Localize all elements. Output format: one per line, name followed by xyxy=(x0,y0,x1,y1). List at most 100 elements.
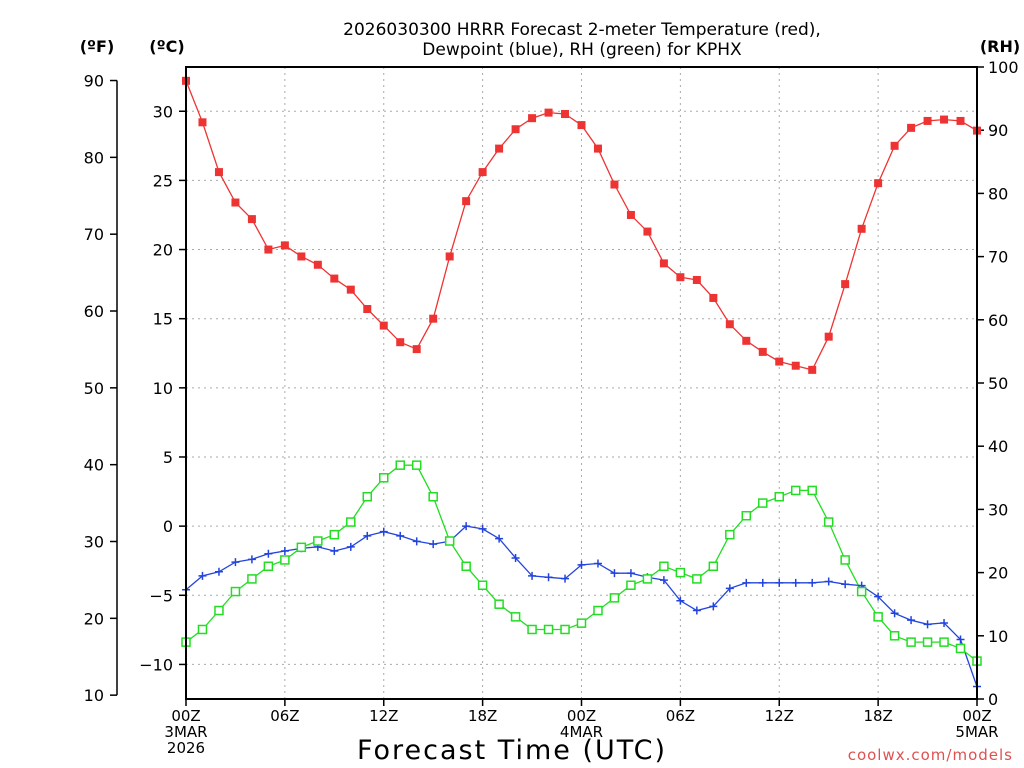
rh-tick-label: 50 xyxy=(988,374,1008,393)
temperature-point xyxy=(791,361,800,370)
fahrenheit-tick-label: 20 xyxy=(84,609,104,628)
rh-point xyxy=(461,561,471,572)
rh-point xyxy=(856,586,867,597)
dewpoint-point xyxy=(956,635,965,644)
temperature-point xyxy=(593,144,602,153)
rh-point xyxy=(379,473,389,483)
temperature-point xyxy=(956,116,965,125)
x-tick-label: 5MAR xyxy=(955,723,998,741)
credit-text: coolwx.com/models xyxy=(848,746,1013,764)
temperature-point xyxy=(231,198,240,207)
temperature-point xyxy=(940,115,949,124)
rh-point xyxy=(659,561,669,572)
rh-point xyxy=(444,536,455,546)
dewpoint-point xyxy=(330,547,339,556)
temperature-point xyxy=(396,338,405,347)
rh-point xyxy=(411,460,422,470)
rh-point xyxy=(263,561,274,572)
temperature-point xyxy=(445,252,454,261)
rh-point xyxy=(840,555,850,565)
fahrenheit-tick-label: 50 xyxy=(84,379,104,398)
temperature-point xyxy=(692,275,701,284)
rh-tick-label: 100 xyxy=(988,58,1019,77)
temperature-point xyxy=(429,314,438,323)
rh-point xyxy=(362,492,373,502)
rh-point xyxy=(543,624,554,635)
rh-point xyxy=(774,492,784,502)
temperature-point xyxy=(363,305,372,314)
rh-point xyxy=(247,574,257,584)
x-tick-label: 2026 xyxy=(167,739,205,757)
temperature-point xyxy=(561,110,570,119)
rh-point xyxy=(593,605,603,616)
x-tick-label: 00Z xyxy=(567,707,596,725)
markers xyxy=(181,76,982,691)
rh-tick-label: 0 xyxy=(988,690,998,709)
temperature-point xyxy=(462,197,471,206)
temperature-point xyxy=(676,273,685,282)
temperature-point xyxy=(297,252,306,261)
rh-point xyxy=(395,460,405,470)
rh-point xyxy=(329,529,340,540)
rh-point xyxy=(230,586,241,597)
rh-point xyxy=(428,492,438,502)
dewpoint-point xyxy=(841,580,850,589)
rh-point xyxy=(758,498,768,508)
celsius-tick-label: 30 xyxy=(153,102,173,121)
temperature-point xyxy=(544,108,553,117)
rh-point xyxy=(807,485,817,496)
grid xyxy=(186,67,977,699)
dewpoint-point xyxy=(791,578,800,587)
dewpoint-point xyxy=(429,540,438,549)
rh-point xyxy=(642,574,653,584)
rh-point xyxy=(296,542,307,553)
temperature-point xyxy=(495,144,504,153)
temperature-point xyxy=(626,210,635,219)
x-tick-label: 12Z xyxy=(765,707,794,725)
dewpoint-point xyxy=(264,549,273,558)
x-tick-label: 4MAR xyxy=(560,723,603,741)
temperature-point xyxy=(643,227,652,236)
temperature-point xyxy=(280,241,289,250)
dewpoint-point xyxy=(363,531,372,540)
dewpoint-point xyxy=(923,620,932,629)
rh-tick-label: 80 xyxy=(988,184,1008,203)
dewpoint-point xyxy=(528,571,537,580)
dewpoint-point xyxy=(346,542,355,551)
temperature-point xyxy=(824,332,833,341)
rh-point xyxy=(889,631,900,641)
rh-tick-label: 10 xyxy=(988,627,1008,646)
dewpoint-point xyxy=(593,559,602,568)
celsius-tick-label: 25 xyxy=(153,171,173,190)
x-axis-title: Forecast Time (UTC) xyxy=(357,735,667,766)
rh-point xyxy=(197,624,208,635)
rh-point xyxy=(510,612,521,622)
dewpoint-point xyxy=(940,618,949,627)
dewpoint-point xyxy=(874,592,883,601)
dewpoint-point xyxy=(692,606,701,615)
temperature-point xyxy=(247,215,256,224)
temperature-point xyxy=(577,121,586,130)
rh-tick-label: 90 xyxy=(988,121,1008,140)
dewpoint-point xyxy=(577,560,586,569)
temperature-point xyxy=(511,125,520,134)
fahrenheit-tick-label: 10 xyxy=(84,686,104,705)
rh-point xyxy=(214,605,224,616)
rh-point xyxy=(708,561,719,572)
dewpoint-point xyxy=(198,571,207,580)
rh-point xyxy=(626,580,636,590)
x-tick-label: 06Z xyxy=(270,707,299,725)
temperature-point xyxy=(758,347,767,356)
temperature-point xyxy=(808,365,817,374)
fahrenheit-tick-label: 30 xyxy=(84,532,104,551)
rh-point xyxy=(609,593,620,603)
rh-tick-label: 30 xyxy=(988,500,1008,519)
dewpoint-point xyxy=(890,609,899,618)
dewpoint-point xyxy=(659,576,668,585)
fahrenheit-tick-label: 80 xyxy=(84,148,104,167)
celsius-tick-label: 0 xyxy=(163,517,173,536)
temperature-point xyxy=(214,168,223,177)
rh-point xyxy=(477,580,488,590)
temperature-point xyxy=(528,114,537,123)
rh-point xyxy=(527,624,537,635)
